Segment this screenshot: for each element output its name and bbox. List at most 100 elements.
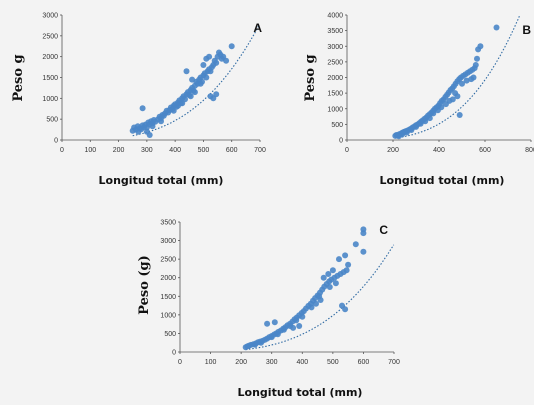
x-tick-label: 400 [296, 359, 308, 366]
data-point [268, 334, 275, 341]
data-point [264, 320, 271, 327]
x-tick-label: 600 [358, 359, 370, 366]
data-point [470, 74, 477, 81]
data-point [352, 241, 359, 248]
y-tick-label: 1500 [327, 91, 343, 98]
data-point [413, 123, 419, 130]
data-point [228, 43, 235, 50]
y-tick-label: 3500 [327, 28, 343, 35]
y-axis-label: Peso (g) [137, 255, 152, 315]
x-tick-label: 0 [345, 147, 349, 154]
data-point [189, 76, 196, 83]
data-point [146, 132, 153, 138]
data-point [213, 59, 220, 66]
y-tick-label: 0 [54, 138, 58, 145]
data-point [463, 77, 470, 84]
data-point [213, 91, 220, 98]
data-point [430, 110, 437, 117]
data-point [474, 55, 480, 62]
x-tick-label: 300 [141, 147, 153, 154]
data-point [220, 53, 227, 60]
data-point [293, 317, 300, 324]
x-axis-label: Longitud total (mm) [380, 174, 505, 187]
data-point [459, 80, 465, 87]
data-point [316, 293, 323, 300]
x-tick-label: 500 [198, 147, 210, 154]
y-tick-label: 3000 [42, 13, 58, 20]
panel-a: 0 500 1000 1500 2000 2500 3000 0 100 200 300 400 500… [11, 13, 266, 188]
data-point [175, 102, 181, 109]
y-tick-label: 2500 [327, 59, 343, 66]
data-point [360, 226, 367, 233]
x-tick-label: 600 [479, 147, 491, 154]
data-point [329, 267, 336, 274]
x-axis-label: Longitud total (mm) [238, 386, 363, 399]
x-tick-label: 300 [266, 359, 278, 366]
y-tick-label: 1500 [42, 75, 58, 82]
data-point [271, 319, 278, 326]
y-tick-label: 1000 [327, 106, 343, 113]
data-point [442, 101, 449, 108]
data-point [395, 133, 402, 140]
panel-label: C [379, 223, 388, 237]
x-tick-label: 400 [169, 147, 181, 154]
data-point [343, 267, 350, 274]
data-point [183, 68, 190, 75]
y-tick-label: 2000 [42, 54, 58, 61]
y-tick-label: 1000 [42, 96, 58, 103]
y-tick-label: 3000 [160, 238, 176, 245]
x-tick-label: 200 [387, 147, 399, 154]
data-point [280, 326, 287, 333]
data-point [149, 123, 156, 130]
data-point [422, 118, 429, 125]
data-point [200, 62, 207, 68]
panel-c: 0 500 1000 1500 2000 2500 3000 3500 0 100 200 300 40… [137, 220, 400, 400]
x-axis-label: Longitud total (mm) [99, 174, 224, 187]
y-tick-label: 500 [46, 117, 58, 124]
data-point [274, 331, 281, 338]
data-point [345, 261, 352, 268]
y-tick-label: 2500 [42, 33, 58, 40]
x-tick-label: 700 [388, 359, 400, 366]
y-axis-label: Peso g [303, 54, 318, 101]
data-point [454, 93, 461, 100]
data-point [325, 271, 332, 277]
x-tick-label: 100 [84, 147, 96, 154]
data-point [472, 62, 479, 68]
trendline [245, 244, 395, 351]
x-tick-label: 200 [235, 359, 247, 366]
data-point [187, 93, 194, 100]
panel-label: B [522, 23, 531, 37]
data-point [408, 127, 415, 133]
trendline [395, 15, 521, 139]
x-tick-label: 600 [226, 147, 238, 154]
data-point [139, 105, 146, 112]
y-tick-label: 2000 [327, 75, 343, 82]
data-point [191, 89, 198, 96]
data-point [403, 129, 410, 136]
data-point [332, 280, 339, 287]
data-point [290, 324, 297, 331]
y-tick-label: 500 [164, 331, 176, 338]
data-point [342, 252, 349, 259]
data-point [336, 256, 342, 263]
data-point [339, 302, 345, 309]
y-tick-label: 0 [339, 138, 343, 145]
panel-label: A [253, 21, 262, 35]
y-tick-label: 3000 [327, 44, 343, 51]
y-tick-label: 2000 [160, 275, 176, 282]
data-point [360, 248, 367, 255]
data-point [456, 112, 463, 118]
data-point [299, 313, 306, 320]
x-tick-label: 800 [525, 147, 534, 154]
data-point [170, 107, 177, 114]
data-point [426, 115, 433, 122]
data-point [251, 341, 258, 348]
y-tick-label: 1500 [160, 294, 176, 301]
data-point [158, 118, 164, 125]
data-point [197, 80, 204, 87]
data-point [326, 284, 333, 290]
data-point [434, 107, 441, 114]
data-point [493, 24, 500, 31]
